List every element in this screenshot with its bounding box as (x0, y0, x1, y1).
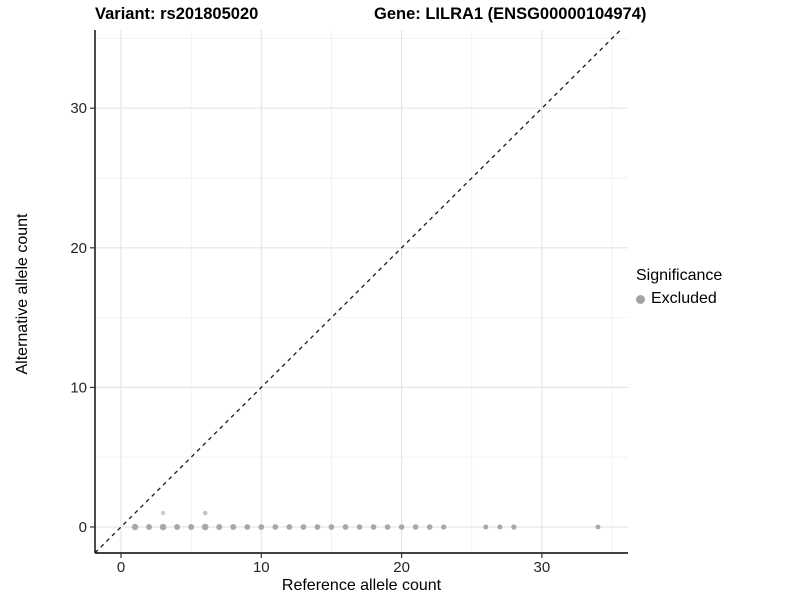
y-tick-label: 30 (70, 100, 87, 117)
data-point (300, 524, 307, 530)
data-point (595, 524, 601, 530)
data-point (244, 524, 251, 530)
x-tick-label: 0 (117, 559, 125, 576)
x-tick-label: 20 (393, 559, 410, 576)
y-tick-label: 20 (70, 240, 87, 257)
data-point (497, 524, 503, 530)
data-point (174, 524, 181, 530)
data-point (342, 524, 349, 530)
data-point (441, 524, 447, 530)
data-point (160, 510, 166, 516)
scatter-points (131, 510, 601, 531)
data-point (188, 524, 195, 530)
data-point (384, 524, 391, 530)
legend-item-excluded: Excluded (636, 290, 722, 308)
data-point (216, 524, 223, 530)
gene-title: Gene: LILRA1 (ENSG00000104974) (374, 5, 647, 23)
data-point (483, 524, 489, 530)
x-axis-label: Reference allele count (281, 577, 442, 594)
axis-tick-labels: 0 10 20 30 0 10 20 30 (70, 100, 550, 576)
data-point (272, 524, 279, 530)
data-point (159, 523, 167, 531)
identity-line (94, 29, 621, 554)
grid-major (95, 30, 628, 553)
data-point (356, 524, 363, 530)
data-point (286, 524, 293, 530)
data-point (426, 524, 433, 530)
data-point (328, 524, 335, 530)
legend-item-label: Excluded (651, 290, 717, 307)
legend-title: Significance (636, 267, 723, 284)
y-tick-label: 0 (79, 519, 87, 536)
variant-title: Variant: rs201805020 (95, 5, 259, 23)
data-point (511, 524, 517, 530)
x-tick-label: 10 (253, 559, 270, 576)
y-tick-label: 10 (70, 379, 87, 396)
data-point (146, 524, 153, 530)
x-tick-label: 30 (534, 559, 551, 576)
y-axis-label: Alternative allele count (14, 213, 31, 375)
data-point (314, 524, 321, 530)
data-point (412, 524, 419, 530)
legend: Significance Excluded (636, 267, 722, 308)
data-point (201, 523, 209, 531)
data-point (131, 523, 139, 531)
grid-minor (95, 30, 628, 553)
axis-ticks (90, 107, 543, 558)
data-point (398, 524, 405, 530)
data-point (370, 524, 377, 530)
excluded-point-icon (636, 294, 645, 304)
data-point (258, 524, 265, 530)
data-point (230, 524, 237, 530)
data-point (202, 510, 208, 516)
